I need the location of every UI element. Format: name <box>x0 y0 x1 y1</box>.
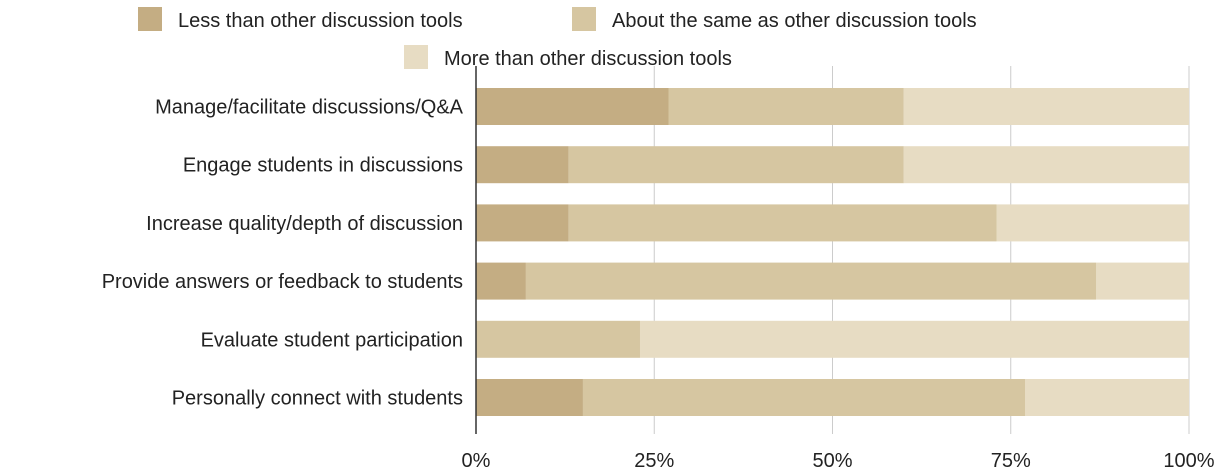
bar-segment-less-provide-answers-or-feedback-to-students <box>476 262 526 300</box>
category-label: Provide answers or feedback to students <box>102 271 463 293</box>
bar-segment-more-evaluate-student-participation <box>639 320 1189 358</box>
bar-segment-more-increase-quality-depth-of-discussion <box>996 204 1189 242</box>
bar-segment-about-increase-quality-depth-of-discussion <box>568 204 997 242</box>
legend-label-same: About the same as other discussion tools <box>612 10 977 32</box>
bar-segment-about-evaluate-student-participation <box>476 320 640 358</box>
legend-label-less: Less than other discussion tools <box>178 10 463 32</box>
category-label: Evaluate student participation <box>201 329 463 351</box>
bar-segment-less-manage-facilitate-discussions-q-a <box>476 88 669 125</box>
legend-swatch-less <box>138 7 162 31</box>
category-label: Manage/facilitate discussions/Q&A <box>155 97 464 119</box>
x-tick-label: 25% <box>634 450 674 472</box>
bar-segment-more-engage-students-in-discussions <box>903 146 1189 184</box>
bar-segment-more-provide-answers-or-feedback-to-students <box>1096 262 1189 300</box>
legend-label-more: More than other discussion tools <box>444 48 732 70</box>
bars <box>476 88 1189 416</box>
category-label: Personally connect with students <box>172 388 463 410</box>
x-tick-label: 50% <box>812 450 852 472</box>
bar-segment-less-personally-connect-with-students <box>476 379 583 416</box>
category-labels: Manage/facilitate discussions/Q&A Engage … <box>102 97 464 410</box>
bar-segment-less-increase-quality-depth-of-discussion <box>476 204 569 242</box>
bar-segment-about-personally-connect-with-students <box>582 379 1026 416</box>
x-tick-label: 75% <box>991 450 1031 472</box>
bar-segment-more-manage-facilitate-discussions-q-a <box>903 88 1189 125</box>
bar-segment-about-engage-students-in-discussions <box>568 146 904 184</box>
x-axis-tick-labels: 0% 25% 50% 75% 100% <box>462 450 1215 472</box>
legend: Less than other discussion tools About t… <box>138 7 977 70</box>
x-tick-label: 0% <box>462 450 491 472</box>
legend-swatch-same <box>572 7 596 31</box>
grid-lines <box>653 66 1190 434</box>
category-label: Increase quality/depth of discussion <box>146 213 463 235</box>
bar-segment-less-engage-students-in-discussions <box>476 146 569 184</box>
bar-segment-about-manage-facilitate-discussions-q-a <box>668 88 904 125</box>
bar-segment-more-personally-connect-with-students <box>1025 379 1189 416</box>
category-label: Engage students in discussions <box>183 155 463 177</box>
bar-segment-about-provide-answers-or-feedback-to-students <box>525 262 1097 300</box>
legend-swatch-more <box>404 45 428 69</box>
x-tick-label: 100% <box>1163 450 1214 472</box>
